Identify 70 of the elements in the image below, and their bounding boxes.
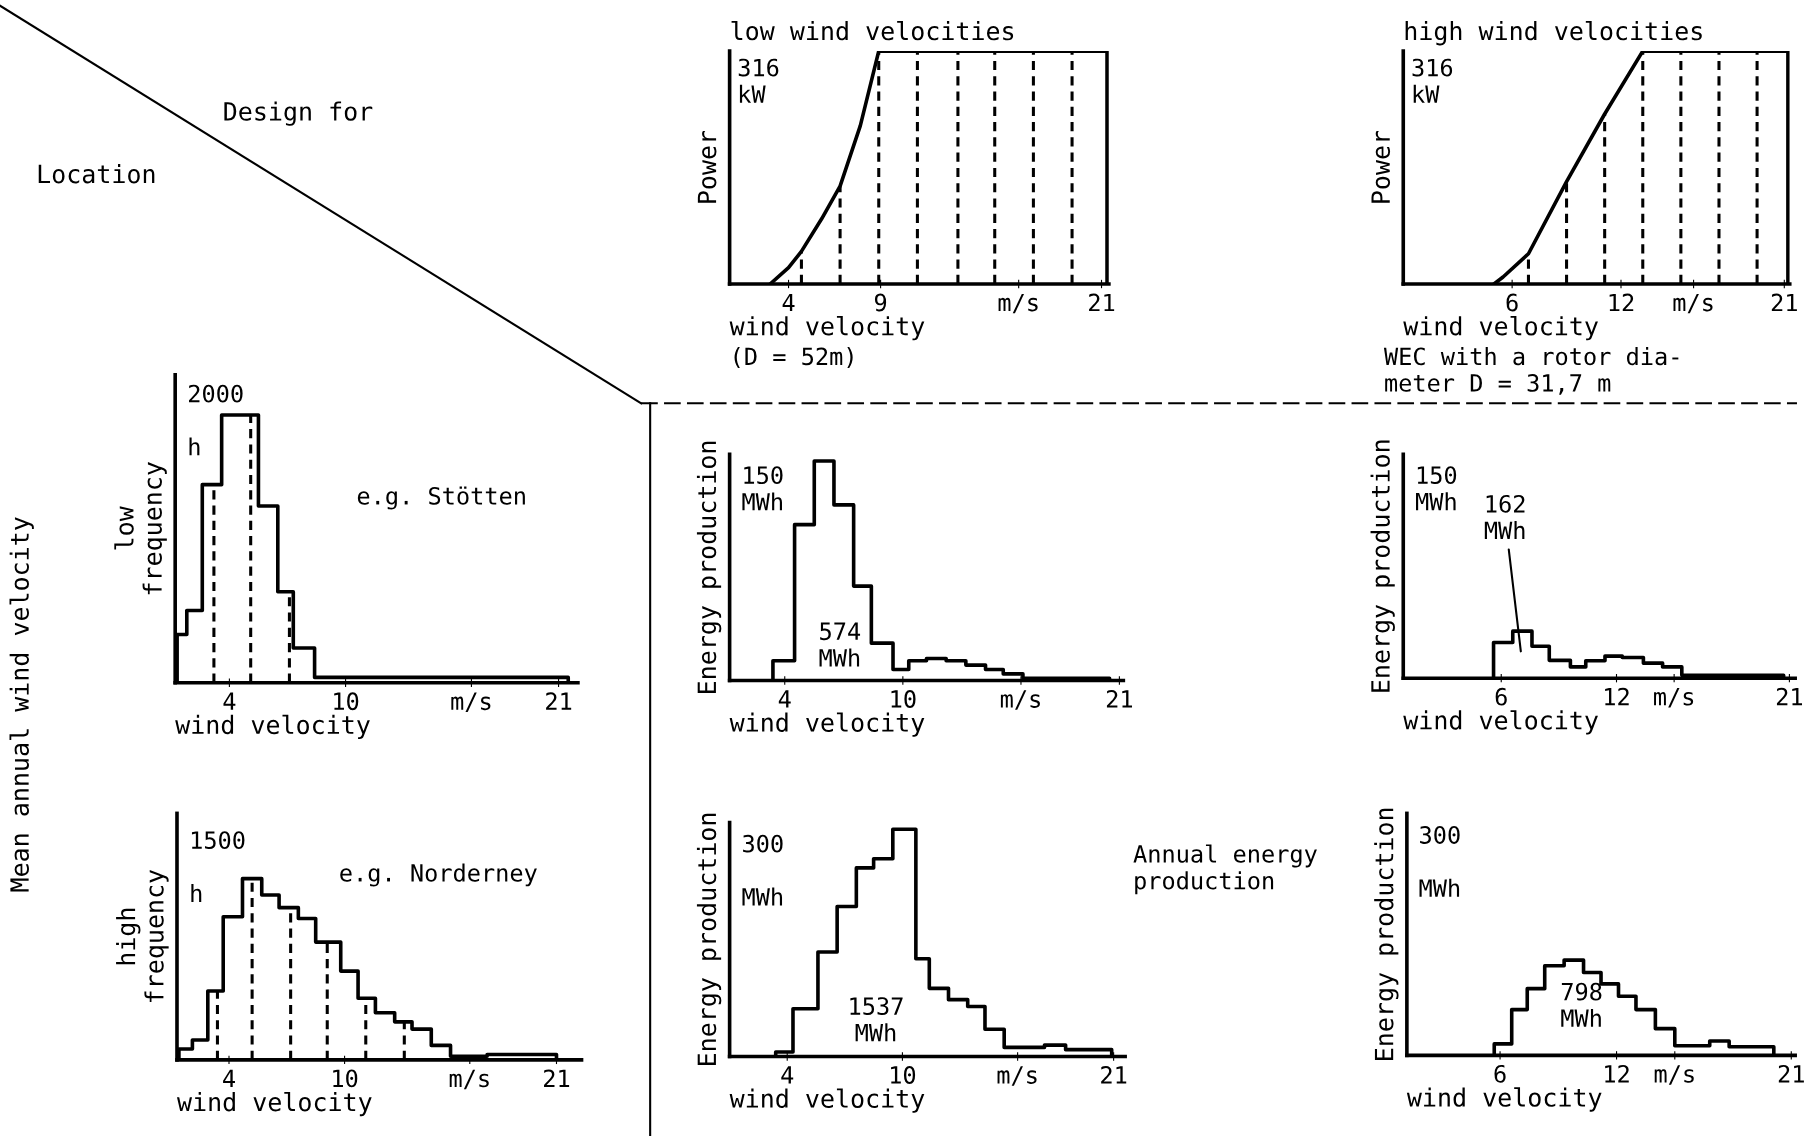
annotation: 316 kW	[738, 58, 779, 103]
x-tick-label: 4	[781, 1066, 794, 1084]
y-axis-title: Power	[1371, 130, 1391, 203]
x-tick-label: 10	[891, 1066, 916, 1084]
text: 162 MWh	[1484, 494, 1525, 540]
y-axis-title: Energy production	[1374, 808, 1399, 1060]
x-axis-title: wind velocity	[1406, 1087, 1602, 1112]
x-axis-title: wind velocity	[176, 1091, 372, 1117]
x-tick-label: 6	[1495, 687, 1507, 706]
annotation: 574 MWh	[819, 622, 861, 667]
text: Annual energy production	[1133, 844, 1317, 895]
x-axis-title: wind velocity	[729, 1088, 925, 1113]
x-tick-label: 4	[223, 692, 236, 710]
x-axis-title: wind velocity	[1403, 710, 1598, 735]
annotation: e.g. Norderney	[340, 863, 537, 887]
text: Location	[38, 164, 155, 184]
text: 2000 h	[189, 384, 243, 456]
text: 1500 h	[191, 831, 245, 902]
x-tick-label: m/s	[1673, 293, 1713, 314]
x-axis-title: wind velocity	[1403, 316, 1598, 341]
annotation: 798 MWh	[1561, 982, 1602, 1027]
x-tick-label: m/s	[1000, 690, 1040, 710]
y-axis-title: low frequency	[114, 462, 167, 595]
x-axis-title: wind velocity	[729, 712, 925, 737]
y-axis-title: Energy production	[696, 813, 722, 1065]
text: 150 MWh	[1416, 466, 1457, 511]
x-tick-label: 12	[1609, 293, 1634, 312]
y-axis-title: Energy production	[1370, 440, 1395, 692]
annotation: e.g. Stötten	[357, 486, 525, 510]
x-tick-label: 12	[1605, 1064, 1629, 1083]
y-axis-title: high frequency	[116, 869, 169, 1002]
text: 300 MWh	[1419, 826, 1460, 897]
x-axis-title: wind velocity	[729, 316, 925, 341]
x-tick-label: m/s	[1654, 688, 1694, 708]
text: (D = 52m)	[734, 347, 853, 369]
annotation: 150 MWh	[742, 466, 783, 511]
x-tick-label: 10	[333, 1069, 358, 1088]
text: Mean annual wind velocity	[9, 517, 34, 892]
x-tick-label: 21	[1089, 293, 1115, 312]
x-tick-label: m/s	[449, 1069, 489, 1090]
y-axis-title: Power	[697, 130, 717, 203]
x-tick-label: 10	[891, 690, 916, 708]
x-tick-label: m/s	[997, 1066, 1037, 1086]
x-axis-title: wind velocity	[175, 714, 370, 740]
x-tick-label: 21	[1776, 687, 1803, 706]
x-tick-label: 21	[1101, 1066, 1127, 1084]
x-tick-label: 4	[782, 293, 795, 312]
x-tick-label: 4	[778, 690, 791, 708]
x-tick-label: m/s	[451, 692, 491, 713]
x-tick-label: m/s	[1654, 1065, 1694, 1085]
x-tick-label: 10	[334, 692, 359, 711]
x-tick-label: 6	[1506, 293, 1518, 312]
x-tick-label: 21	[1771, 293, 1797, 312]
x-tick-label: 6	[1494, 1064, 1506, 1083]
x-tick-label: 21	[1778, 1064, 1804, 1083]
text: WEC with a rotor dia- meter D = 31,7 m	[1383, 347, 1679, 395]
x-tick-label: m/s	[998, 293, 1038, 314]
text: 300 MWh	[742, 834, 783, 906]
text: Design for	[224, 101, 373, 126]
x-tick-label: 21	[1106, 690, 1133, 708]
chart-title: low wind velocities	[731, 20, 1014, 41]
x-tick-label: 21	[544, 1069, 570, 1087]
x-tick-label: 21	[546, 692, 572, 710]
chart-title: high wind velocities	[1405, 20, 1702, 46]
annotation: 316 kW	[1412, 58, 1453, 103]
x-tick-label: 9	[874, 293, 887, 312]
annotation: 1537 MWh	[850, 997, 903, 1042]
y-axis-title: Energy production	[696, 441, 722, 693]
x-tick-label: 4	[223, 1069, 235, 1087]
x-tick-label: 12	[1605, 687, 1629, 706]
